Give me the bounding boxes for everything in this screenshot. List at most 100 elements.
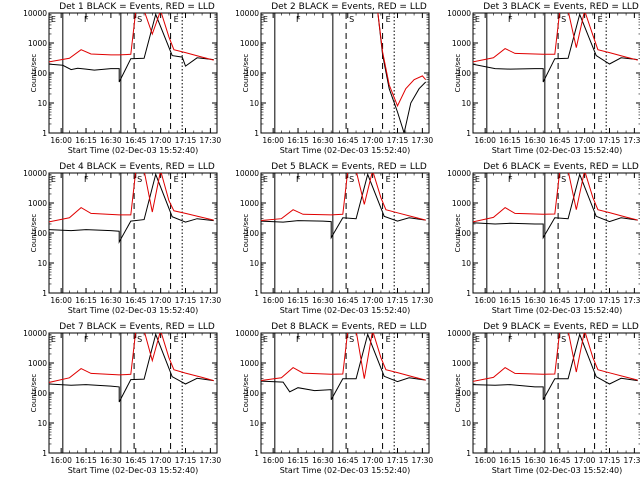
x-tick-label: 16:15	[287, 296, 309, 305]
y-tick-label: 1	[254, 289, 259, 298]
lld-series-line	[261, 333, 426, 381]
panel-det-3: Det 3 BLACK = Events, RED = LLD 1 10 100 100…	[447, 2, 640, 155]
time-marker-label: S	[137, 15, 142, 24]
y-tick-label: 10000	[447, 329, 471, 338]
plot-area	[473, 173, 638, 240]
y-axis-title: Counts/sec	[30, 374, 38, 413]
x-tick-label: 16:15	[499, 136, 521, 145]
y-axis-title: Counts/sec	[242, 54, 250, 93]
time-marker-label: E	[263, 15, 268, 24]
x-tick-label: 17:15	[387, 136, 409, 145]
plot-frame	[260, 12, 430, 134]
panel-title: Det 5 BLACK = Events, RED = LLD	[271, 162, 427, 172]
x-axis-title: Start Time (02-Dec-03 15:52:40)	[492, 306, 623, 315]
y-tick-label: 1000	[452, 359, 471, 368]
panel-det-7: Det 7 BLACK = Events, RED = LLD 1 10 100 100…	[23, 322, 221, 475]
x-tick-label: 16:45	[125, 296, 147, 305]
panel-det-8: Det 8 BLACK = Events, RED = LLD 1 10 100 100…	[235, 322, 433, 475]
y-tick-label: 1000	[28, 359, 47, 368]
lld-series-line	[261, 173, 426, 222]
panel-det-9: Det 9 BLACK = Events, RED = LLD 1 10 100 100…	[447, 322, 640, 475]
time-marker-label: F	[508, 175, 513, 184]
time-marker-label: E	[263, 335, 268, 344]
x-tick-label: 17:30	[412, 296, 434, 305]
x-tick-label: 16:00	[474, 296, 496, 305]
x-tick-label: 17:30	[624, 296, 640, 305]
x-tick-label: 17:00	[150, 136, 172, 145]
lld-series-line	[49, 13, 214, 63]
time-marker-label: F	[296, 15, 301, 24]
x-tick-label: 17:30	[200, 296, 222, 305]
x-tick-label: 17:00	[150, 296, 172, 305]
y-tick-label: 1	[254, 449, 259, 458]
time-marker-label: E	[174, 335, 179, 344]
time-marker-label: E	[174, 15, 179, 24]
y-axis-title: Counts/sec	[454, 54, 462, 93]
time-marker-label: S	[137, 175, 142, 184]
x-tick-label: 17:00	[362, 456, 384, 465]
time-marker-label: F	[296, 175, 301, 184]
plot-frame	[472, 332, 640, 454]
y-tick-label: 10	[37, 419, 47, 428]
y-tick-label: 100	[245, 69, 260, 78]
panel-title: Det 6 BLACK = Events, RED = LLD	[483, 162, 639, 172]
time-marker-label: E	[475, 15, 480, 24]
x-tick-label: 16:15	[287, 136, 309, 145]
time-marker-label: E	[598, 175, 603, 184]
panel-det-1: Det 1 BLACK = Events, RED = LLD 1 10 100 100…	[23, 2, 221, 155]
x-tick-label: 16:45	[337, 456, 359, 465]
x-tick-label: 16:00	[474, 136, 496, 145]
x-tick-label: 16:15	[287, 456, 309, 465]
time-marker-label: E	[386, 175, 391, 184]
events-series-line	[261, 173, 426, 240]
y-tick-label: 1	[466, 289, 471, 298]
y-tick-label: 10000	[447, 9, 471, 18]
y-tick-label: 10000	[23, 329, 47, 338]
x-tick-label: 16:15	[499, 296, 521, 305]
time-marker-label: S	[349, 335, 354, 344]
x-tick-label: 17:15	[175, 456, 197, 465]
time-marker-label: F	[84, 335, 89, 344]
time-marker-label: E	[475, 175, 480, 184]
time-marker-label: E	[263, 175, 268, 184]
events-series-line	[49, 173, 214, 244]
y-axis-title: Counts/sec	[242, 374, 250, 413]
time-marker-label: F	[296, 335, 301, 344]
time-marker-label: E	[174, 175, 179, 184]
time-marker-label: E	[598, 15, 603, 24]
y-axis-title: Counts/sec	[242, 214, 250, 253]
x-axis-title: Start Time (02-Dec-03 15:52:40)	[280, 306, 411, 315]
events-series-line	[377, 13, 427, 133]
x-tick-label: 16:00	[262, 296, 284, 305]
x-tick-label: 16:00	[474, 456, 496, 465]
x-tick-label: 16:45	[125, 136, 147, 145]
time-marker-label: E	[475, 335, 480, 344]
lld-series-line	[49, 173, 214, 223]
y-tick-label: 100	[33, 69, 48, 78]
y-tick-label: 10	[37, 99, 47, 108]
x-tick-label: 16:45	[125, 456, 147, 465]
plot-area	[261, 333, 426, 400]
x-tick-label: 16:00	[262, 456, 284, 465]
time-marker-label: F	[508, 15, 513, 24]
events-series-line	[49, 13, 214, 83]
panel-title: Det 8 BLACK = Events, RED = LLD	[271, 322, 427, 332]
x-tick-label: 17:30	[624, 136, 640, 145]
panel-det-4: Det 4 BLACK = Events, RED = LLD 1 10 100 100…	[23, 162, 221, 315]
lld-series-line	[473, 333, 638, 382]
y-tick-label: 10	[461, 259, 471, 268]
time-marker-label: S	[561, 335, 566, 344]
time-marker-label: S	[349, 175, 354, 184]
y-tick-label: 10	[249, 419, 259, 428]
y-tick-label: 100	[457, 389, 472, 398]
x-tick-label: 17:15	[175, 136, 197, 145]
x-tick-label: 16:45	[549, 136, 571, 145]
plot-area	[377, 13, 427, 133]
y-tick-label: 1	[42, 449, 47, 458]
lld-series-line	[473, 13, 638, 63]
x-tick-label: 16:30	[524, 136, 546, 145]
x-tick-label: 16:15	[75, 136, 97, 145]
y-tick-label: 100	[33, 229, 48, 238]
x-axis-title: Start Time (02-Dec-03 15:52:40)	[68, 306, 199, 315]
y-axis-title: Counts/sec	[454, 214, 462, 253]
